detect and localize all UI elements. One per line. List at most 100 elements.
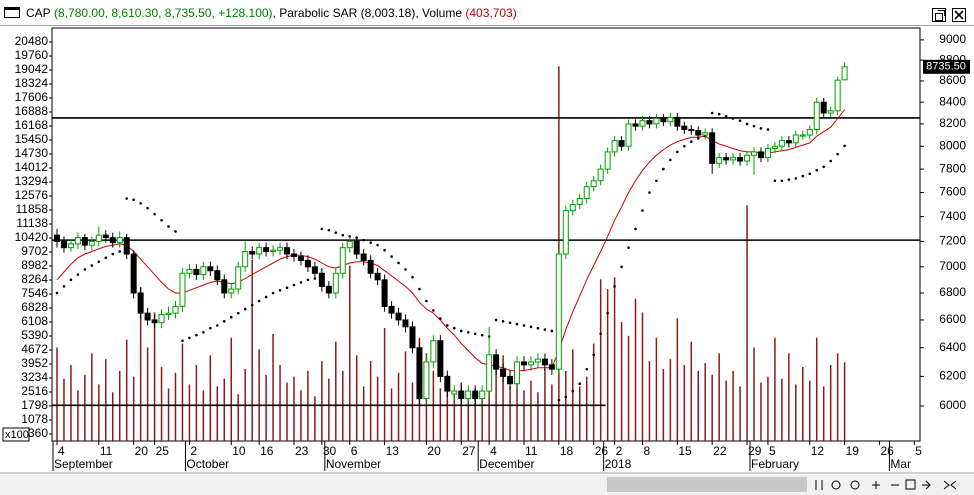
sar-dot <box>620 265 623 269</box>
scroll-thumb[interactable] <box>607 477 807 492</box>
sar-dot <box>738 119 742 122</box>
volume-bar <box>585 376 588 441</box>
volume-bar <box>822 386 825 441</box>
sar-dot <box>216 324 219 327</box>
sar-dot <box>543 328 547 331</box>
sar-dot <box>404 268 407 271</box>
candle-body <box>130 253 137 294</box>
candle-body <box>430 340 437 363</box>
month-label: December <box>479 457 534 471</box>
candle-body <box>444 375 451 392</box>
volume-bar <box>56 347 58 441</box>
sar-dot <box>278 289 282 292</box>
tool-icon[interactable] <box>831 480 841 490</box>
sar-dot <box>181 339 184 343</box>
sar-dot <box>446 324 449 327</box>
volume-tick-label: 8264 <box>21 272 48 286</box>
volume-bar <box>202 390 205 441</box>
volume-bar <box>230 337 232 441</box>
sar-dot <box>118 250 122 253</box>
volume-bar <box>788 353 790 441</box>
candle-body <box>311 266 318 274</box>
volume-bar <box>753 347 755 441</box>
sar-dot <box>731 117 735 120</box>
month-label: 2018 <box>605 457 632 471</box>
volume-bar <box>495 365 497 441</box>
sar-dot <box>459 329 463 333</box>
candle-body <box>841 66 848 81</box>
y-tick-label: 6600 <box>939 312 966 326</box>
candle-body <box>74 237 81 245</box>
volume-tick-label: 20480 <box>15 34 49 48</box>
volume-bar <box>404 351 407 441</box>
close-button[interactable] <box>952 8 966 22</box>
volume-bar <box>606 289 609 441</box>
x-tick-label: 2 <box>616 444 623 458</box>
x-tick-label: 25 <box>156 444 170 458</box>
window-buttons <box>926 5 966 31</box>
candle-body <box>590 180 597 188</box>
sar-dot <box>432 309 435 312</box>
sar-dot <box>724 114 728 118</box>
tool-icon[interactable] <box>943 480 957 490</box>
volume-bar <box>348 265 351 441</box>
candle-body <box>723 157 730 161</box>
sar-dot <box>676 150 679 154</box>
x-tick-label: 26 <box>595 444 609 458</box>
volume-bar <box>174 372 177 441</box>
sar-dot <box>480 333 484 337</box>
month-label: October <box>186 457 229 471</box>
volume-bar <box>662 368 665 441</box>
x-tick-label: 29 <box>748 444 762 458</box>
y-tick-label: 7000 <box>939 259 966 273</box>
candle-body <box>569 204 576 212</box>
candle-body <box>709 132 716 164</box>
sar-dot <box>202 331 205 334</box>
volume-bar <box>328 378 330 441</box>
volume-bar <box>836 353 839 441</box>
sar-dot <box>843 144 846 148</box>
candle-body <box>81 237 88 246</box>
candle-body <box>716 157 723 164</box>
volume-bar <box>669 359 672 441</box>
volume-bar <box>209 355 212 441</box>
candle-body <box>695 130 702 136</box>
candle-body <box>144 312 151 321</box>
candle-body <box>151 319 158 324</box>
tool-icon[interactable] <box>850 480 860 490</box>
month-label: November <box>326 457 381 471</box>
volume-bar <box>815 337 818 441</box>
candle-body <box>785 140 792 144</box>
sar-dot <box>564 395 568 399</box>
tool-icon[interactable] <box>922 480 931 490</box>
volume-bar <box>70 365 72 441</box>
volume-tick-label: 16888 <box>15 104 49 118</box>
candle-body <box>618 140 625 147</box>
y-tick-label: 6000 <box>939 398 966 412</box>
candle-body <box>520 361 527 366</box>
sar-dot <box>599 332 602 336</box>
toolbar <box>815 479 957 490</box>
legend-name: Parabolic SAR <box>279 6 358 20</box>
x-tick-label: 13 <box>386 444 400 458</box>
candle-body <box>423 361 430 400</box>
x-tick-label: 30 <box>323 444 337 458</box>
volume-bar <box>63 378 65 441</box>
sar-dot <box>452 326 456 330</box>
sar-dot <box>557 398 561 402</box>
volume-bar <box>84 374 86 441</box>
tool-icon[interactable] <box>905 479 916 490</box>
volume-tick-label: 9702 <box>21 244 48 258</box>
candle-body <box>158 313 165 324</box>
tool-icon[interactable] <box>815 480 823 490</box>
volume-tick-label: 360 <box>28 426 48 440</box>
tool-icon[interactable] <box>872 481 880 489</box>
volume-bar <box>314 396 316 441</box>
volume-bar <box>105 359 107 441</box>
candle-body <box>534 358 541 363</box>
x-tick-label: 5 <box>769 444 776 458</box>
restore-button[interactable] <box>932 8 946 22</box>
candle-body <box>827 110 834 114</box>
sar-dot <box>466 331 470 334</box>
candle-body <box>339 247 346 274</box>
